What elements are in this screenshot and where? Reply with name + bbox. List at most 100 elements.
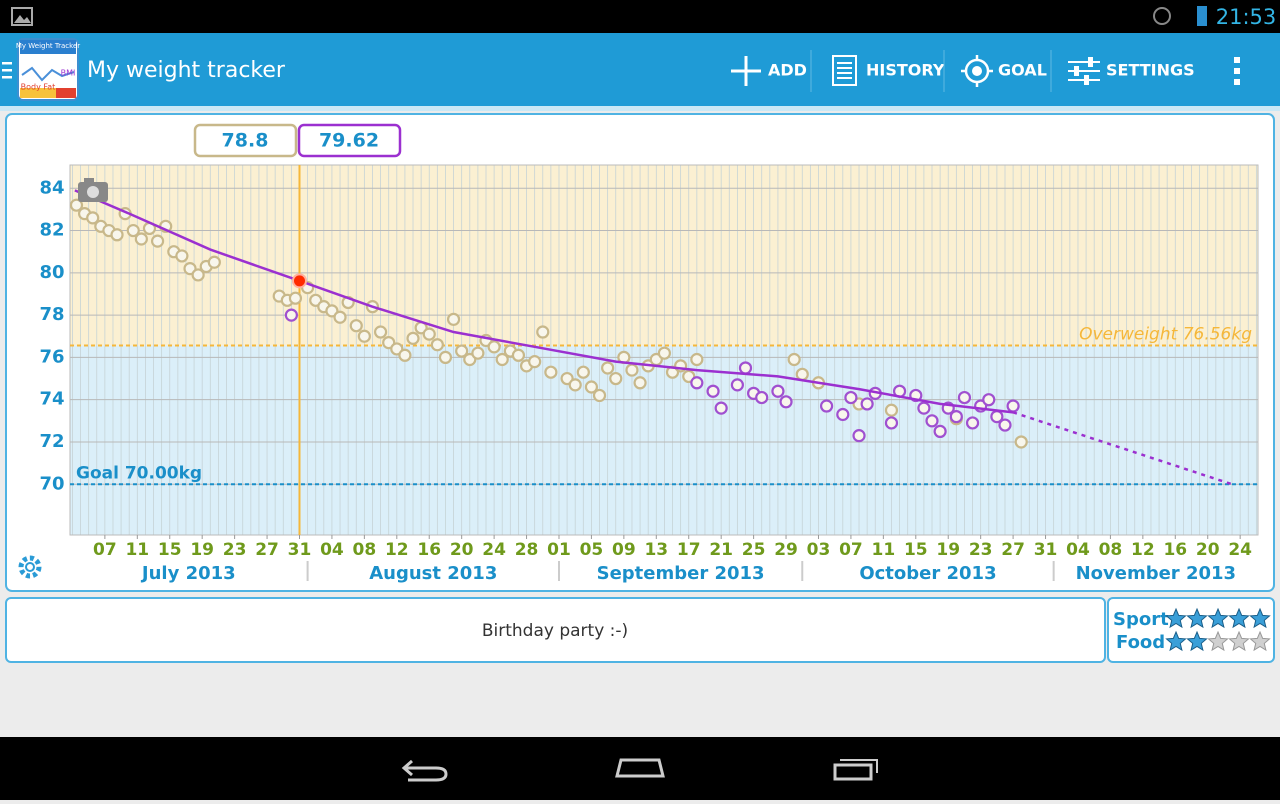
x-tick-label: 27 bbox=[1001, 540, 1025, 560]
x-tick-label: 24 bbox=[482, 540, 506, 560]
x-tick-label: 12 bbox=[1131, 540, 1155, 560]
month-label: August 2013 bbox=[369, 563, 497, 584]
x-tick-label: 11 bbox=[125, 540, 149, 560]
weight-point bbox=[86, 211, 100, 225]
weight-point bbox=[836, 407, 850, 422]
plot[interactable]: 70 72 74 76 78 80 82 84 07 11 15 19 23 27 31 04 08 12 16 20… bbox=[39, 164, 1259, 584]
weight-point bbox=[438, 350, 453, 364]
weight-point bbox=[471, 346, 485, 360]
overflow-menu[interactable] bbox=[1234, 57, 1240, 85]
weight-point bbox=[495, 352, 509, 367]
weight-point bbox=[536, 325, 550, 339]
x-tick-label: 13 bbox=[644, 540, 668, 560]
alarm-icon bbox=[1153, 7, 1171, 25]
weight-point bbox=[755, 390, 769, 405]
x-tick-label: 08 bbox=[353, 540, 377, 560]
weight-point bbox=[406, 331, 420, 345]
x-tick-label: 20 bbox=[450, 540, 474, 560]
action-label: ADD bbox=[768, 61, 807, 80]
weight-point bbox=[933, 424, 947, 438]
weight-point bbox=[633, 376, 647, 390]
app-icon[interactable]: My Weight Tracker BMI Body Fat bbox=[16, 38, 80, 101]
battery-icon bbox=[1197, 6, 1207, 26]
rating-label: Sport bbox=[1113, 609, 1169, 630]
x-tick-label: 23 bbox=[969, 540, 993, 560]
x-tick-label: 04 bbox=[320, 540, 344, 560]
app-icon-text: My Weight Tracker bbox=[16, 42, 80, 50]
weight-point bbox=[844, 390, 858, 405]
y-tick-label: 84 bbox=[39, 177, 64, 198]
reference-label: Goal 70.00kg bbox=[76, 463, 202, 483]
chart-settings[interactable] bbox=[18, 555, 42, 579]
weight-point bbox=[357, 329, 371, 343]
x-tick-label: 23 bbox=[223, 540, 247, 560]
clock: 21:53 bbox=[1216, 5, 1277, 29]
x-tick-label: 11 bbox=[872, 540, 896, 560]
selected-point bbox=[291, 273, 307, 289]
weight-point bbox=[511, 348, 526, 362]
weight-point bbox=[738, 361, 753, 375]
rating-panel[interactable] bbox=[1107, 597, 1275, 663]
note-panel[interactable] bbox=[5, 597, 1106, 663]
x-tick-label: 12 bbox=[385, 540, 409, 560]
x-tick-label: 01 bbox=[547, 540, 571, 560]
weight-point bbox=[730, 378, 744, 392]
goal-button[interactable]: GOAL bbox=[961, 55, 1047, 87]
rating-star bbox=[1165, 607, 1187, 629]
weight-point bbox=[690, 352, 704, 367]
recents-button[interactable] bbox=[833, 759, 878, 781]
weight-point bbox=[982, 393, 996, 407]
x-tick-label: 04 bbox=[1066, 540, 1090, 560]
history-button[interactable]: HISTORY bbox=[832, 55, 945, 86]
weight-point bbox=[714, 401, 728, 415]
x-tick-label: 24 bbox=[1228, 540, 1252, 560]
x-tick-label: 20 bbox=[1196, 540, 1220, 560]
weight-point bbox=[207, 255, 221, 269]
weight-point bbox=[949, 410, 963, 424]
weight-point bbox=[333, 310, 347, 324]
x-tick-label: 25 bbox=[742, 540, 766, 560]
add-button[interactable]: ADD bbox=[731, 56, 807, 86]
weight-point bbox=[284, 308, 298, 322]
camera-icon[interactable] bbox=[78, 178, 108, 202]
weight-point bbox=[110, 228, 124, 242]
rating-star bbox=[1228, 630, 1250, 652]
x-tick-label: 05 bbox=[580, 540, 604, 560]
rating-label: Food bbox=[1116, 632, 1165, 653]
x-tick-label: 31 bbox=[288, 540, 312, 560]
weight-point bbox=[771, 384, 785, 398]
back-button[interactable] bbox=[401, 759, 448, 782]
x-tick-label: 03 bbox=[807, 540, 831, 560]
weight-point bbox=[288, 291, 303, 305]
weight-point bbox=[398, 348, 412, 362]
action-label: GOAL bbox=[998, 61, 1047, 80]
rating-star bbox=[1186, 630, 1208, 652]
menu-indicator[interactable] bbox=[2, 62, 12, 79]
weight-point bbox=[917, 401, 931, 415]
nav-bar bbox=[0, 737, 1280, 800]
rating-star bbox=[1186, 607, 1208, 629]
rating-star bbox=[1207, 630, 1229, 652]
x-tick-label: 07 bbox=[839, 540, 863, 560]
trend-line bbox=[1012, 411, 1233, 486]
value-box bbox=[297, 123, 402, 158]
weight-point bbox=[455, 344, 469, 358]
weight-point bbox=[884, 416, 899, 430]
weight-point bbox=[884, 403, 899, 417]
settings-button[interactable]: SETTINGS bbox=[1068, 57, 1195, 85]
y-tick-label: 70 bbox=[39, 473, 64, 494]
x-tick-label: 15 bbox=[158, 540, 182, 560]
app-icon-text: Body Fat bbox=[21, 83, 56, 92]
x-tick-label: 19 bbox=[936, 540, 960, 560]
weight-point bbox=[430, 338, 444, 352]
weight-point bbox=[1006, 399, 1020, 413]
weight-point bbox=[150, 234, 165, 248]
rating-star bbox=[1249, 630, 1271, 652]
weight-point bbox=[625, 363, 639, 377]
trend-line bbox=[74, 189, 1014, 414]
value-box bbox=[193, 123, 298, 158]
weight-point bbox=[349, 319, 363, 333]
weight-point bbox=[925, 414, 939, 428]
x-tick-label: 08 bbox=[1099, 540, 1123, 560]
home-button[interactable] bbox=[615, 758, 665, 778]
